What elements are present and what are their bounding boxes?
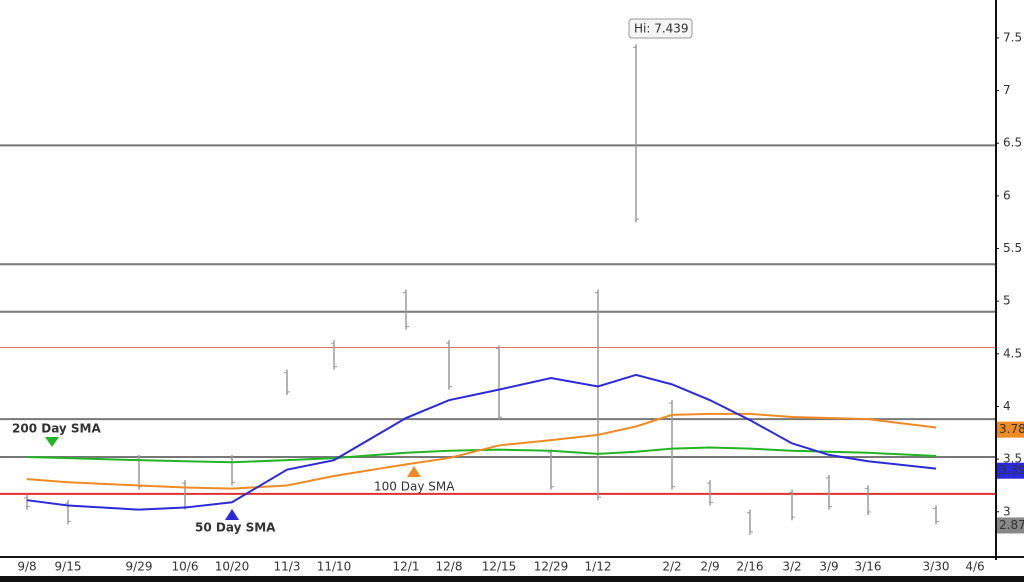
series-label: 50 Day SMA: [195, 521, 276, 535]
right-axis-line: [995, 0, 997, 560]
y-tick-label: 4.5: [1003, 346, 1022, 360]
price-tag-label: 2.87: [999, 518, 1024, 532]
y-tick-label: 7.5: [1003, 30, 1022, 44]
price-tag: [997, 517, 1024, 534]
price-tag-label: 3.78: [999, 422, 1024, 436]
annotation-box: [628, 18, 693, 39]
x-tick-label: 12/1: [393, 560, 420, 574]
x-tick-label: 3/2: [782, 560, 801, 574]
bottom-strip: [0, 576, 1024, 582]
series-marker: [45, 437, 59, 447]
y-tick-label: 6: [1003, 188, 1011, 202]
x-tick-label: 2/2: [662, 560, 681, 574]
series-label: 100 Day SMA: [374, 480, 455, 494]
price-tag: [997, 421, 1024, 438]
price-tag-label: 3.39: [999, 463, 1024, 477]
annotation: Hi: 7.439: [634, 22, 689, 36]
series-marker: [225, 509, 239, 520]
sma-line: [26, 446, 937, 464]
x-tick-label: 2/9: [700, 560, 719, 574]
sma-line: [26, 373, 937, 511]
y-tick-label: 5.5: [1003, 241, 1022, 255]
y-tick-label: 3.5: [1003, 452, 1022, 466]
y-tick-label: 6.5: [1003, 136, 1022, 150]
price-tag: [997, 462, 1024, 479]
y-tick-label: 4: [1003, 399, 1011, 413]
y-tick-label: 3: [1003, 504, 1011, 518]
series-label: 200 Day SMA: [12, 422, 102, 436]
x-tick-label: 3/16: [855, 560, 882, 574]
x-tick-label: 3/30: [923, 560, 950, 574]
x-tick-label: 12/8: [436, 560, 463, 574]
x-tick-label: 2/16: [737, 560, 764, 574]
x-tick-label: 3/9: [819, 560, 838, 574]
x-tick-label: 12/29: [534, 560, 569, 574]
x-tick-label: 10/20: [215, 560, 250, 574]
x-tick-label: 12/15: [482, 560, 517, 574]
x-tick-label: 11/10: [317, 560, 352, 574]
x-tick-label: 9/29: [126, 560, 153, 574]
x-tick-label: 1/12: [585, 560, 612, 574]
y-tick-label: 5: [1003, 294, 1011, 308]
x-tick-label: 4/6: [965, 560, 984, 574]
x-tick-label: 11/3: [274, 560, 301, 574]
x-tick-label: 9/15: [55, 560, 82, 574]
y-tick-label: 7: [1003, 83, 1011, 97]
series-marker: [407, 466, 421, 477]
x-tick-label: 9/8: [17, 560, 36, 574]
sma-line: [26, 412, 937, 490]
x-tick-label: 10/6: [172, 560, 199, 574]
bottom-axis-line: [0, 556, 1024, 558]
